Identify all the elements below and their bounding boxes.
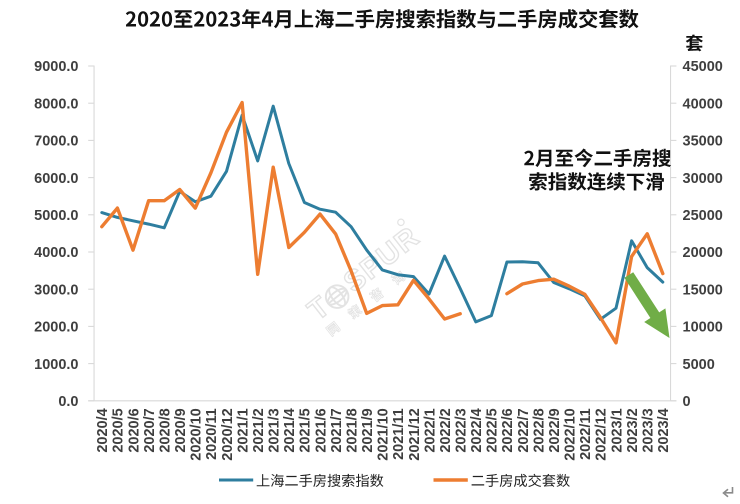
- svg-text:2022/1: 2022/1: [422, 408, 438, 452]
- svg-text:8000.0: 8000.0: [34, 96, 78, 112]
- svg-text:2021/4: 2021/4: [282, 408, 298, 452]
- svg-text:0: 0: [683, 394, 691, 410]
- svg-text:2020/9: 2020/9: [173, 408, 189, 452]
- svg-text:15000: 15000: [683, 282, 723, 298]
- svg-text:5000: 5000: [683, 357, 715, 373]
- svg-text:4000.0: 4000.0: [34, 245, 78, 261]
- svg-text:2021/2: 2021/2: [251, 408, 267, 452]
- svg-text:2022/5: 2022/5: [485, 408, 501, 452]
- svg-text:0.0: 0.0: [58, 394, 78, 410]
- svg-text:35000: 35000: [683, 134, 723, 150]
- svg-text:2000.0: 2000.0: [34, 320, 78, 336]
- svg-text:2021/10: 2021/10: [376, 408, 392, 460]
- svg-text:2021/12: 2021/12: [407, 408, 423, 460]
- svg-text:2020/12: 2020/12: [220, 408, 236, 460]
- svg-text:2023/4: 2023/4: [656, 408, 672, 452]
- svg-text:2021/6: 2021/6: [313, 408, 329, 452]
- svg-text:2020/5: 2020/5: [111, 408, 127, 452]
- svg-text:2023/3: 2023/3: [641, 408, 657, 452]
- svg-text:9000.0: 9000.0: [34, 59, 78, 75]
- svg-text:10000: 10000: [683, 320, 723, 336]
- svg-text:2021/1: 2021/1: [235, 408, 251, 452]
- svg-text:2020/11: 2020/11: [204, 408, 220, 460]
- svg-text:1000.0: 1000.0: [34, 357, 78, 373]
- svg-text:45000: 45000: [683, 59, 723, 75]
- svg-text:2022/2: 2022/2: [438, 408, 454, 452]
- svg-text:2022/3: 2022/3: [454, 408, 470, 452]
- svg-text:3000.0: 3000.0: [34, 282, 78, 298]
- svg-text:2021/8: 2021/8: [344, 408, 360, 452]
- svg-text:2021/5: 2021/5: [298, 408, 314, 452]
- svg-text:2022/4: 2022/4: [469, 408, 485, 452]
- svg-text:40000: 40000: [683, 96, 723, 112]
- svg-text:2022/6: 2022/6: [500, 408, 516, 452]
- svg-text:2020/8: 2020/8: [158, 408, 174, 452]
- svg-text:2021/9: 2021/9: [360, 408, 376, 452]
- svg-text:6000.0: 6000.0: [34, 171, 78, 187]
- svg-text:5000.0: 5000.0: [34, 208, 78, 224]
- svg-text:2021/11: 2021/11: [391, 408, 407, 460]
- svg-text:2020/6: 2020/6: [126, 408, 142, 452]
- svg-text:2022/10: 2022/10: [563, 408, 579, 460]
- svg-text:2022/12: 2022/12: [594, 408, 610, 460]
- svg-text:30000: 30000: [683, 171, 723, 187]
- svg-text:2020/7: 2020/7: [142, 408, 158, 452]
- svg-text:2023/1: 2023/1: [609, 408, 625, 452]
- svg-text:2020/4: 2020/4: [95, 408, 111, 452]
- svg-text:2022/8: 2022/8: [531, 408, 547, 452]
- svg-text:2022/11: 2022/11: [578, 408, 594, 460]
- svg-text:2023/2: 2023/2: [625, 408, 641, 452]
- svg-text:2021/3: 2021/3: [267, 408, 283, 452]
- svg-text:20000: 20000: [683, 245, 723, 261]
- svg-text:25000: 25000: [683, 208, 723, 224]
- svg-text:2022/9: 2022/9: [547, 408, 563, 452]
- svg-text:7000.0: 7000.0: [34, 134, 78, 150]
- svg-text:2020/10: 2020/10: [189, 408, 205, 460]
- svg-text:2022/7: 2022/7: [516, 408, 532, 452]
- svg-text:2021/7: 2021/7: [329, 408, 345, 452]
